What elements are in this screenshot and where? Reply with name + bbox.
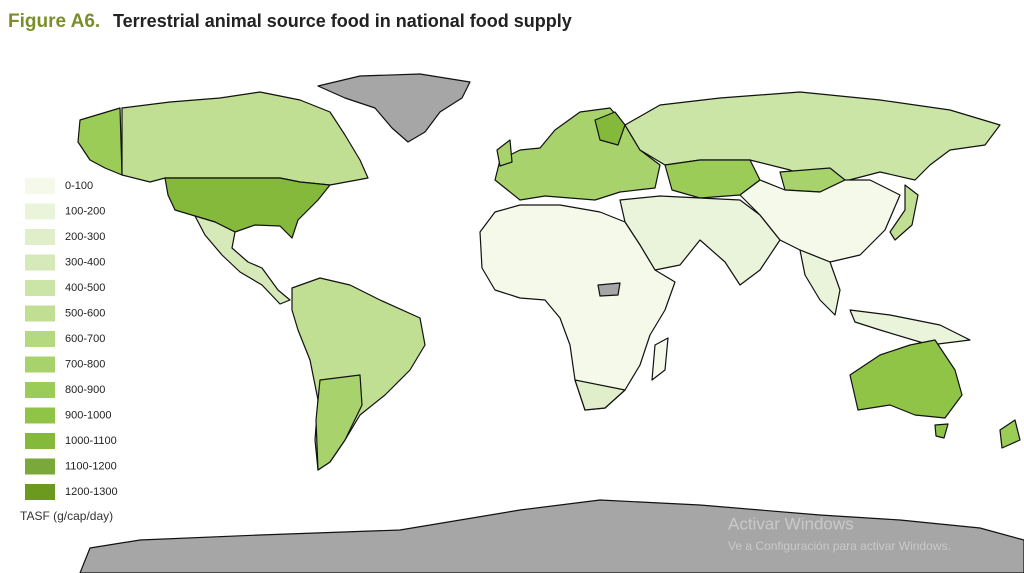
canada [121, 91, 369, 186]
japan [889, 184, 919, 241]
legend-title: TASF (g/cap/day) [20, 509, 113, 523]
antarctica [79, 499, 1024, 573]
legend-label: 400-500 [65, 282, 105, 294]
legend-swatch [25, 331, 55, 347]
legend-swatch [25, 433, 55, 449]
argentina [315, 374, 363, 471]
usa [164, 177, 331, 239]
legend-label: 700-800 [65, 358, 105, 370]
finland [594, 111, 626, 146]
alaska [77, 107, 123, 176]
africa [479, 204, 676, 411]
legend-swatch [25, 203, 55, 220]
central-america [194, 215, 291, 305]
legend-swatch [25, 407, 55, 424]
legend-label: 800-900 [65, 384, 105, 396]
watermark-title: Activar Windows [728, 514, 854, 533]
south-africa [574, 379, 626, 411]
legend-swatch [25, 280, 55, 296]
madagascar [651, 337, 669, 381]
legend-swatch [25, 229, 55, 245]
australia [849, 339, 963, 419]
southeast-asia [799, 249, 971, 346]
legend-label: 100-200 [65, 205, 105, 217]
figure-label: Figure A6. [8, 11, 100, 32]
legend-label: 1000-1100 [65, 435, 117, 447]
legend-swatch [25, 356, 55, 373]
legend-label: 1100-1200 [65, 460, 117, 472]
figure-title: Terrestrial animal source food in nation… [113, 11, 572, 31]
legend-label: 500-600 [65, 307, 105, 319]
legend-swatch [25, 458, 55, 475]
map [77, 73, 1024, 573]
greenland [317, 73, 471, 143]
uk [496, 139, 513, 167]
south-sudan [597, 282, 621, 297]
legend-label: 1200-1300 [65, 486, 118, 498]
legend-label: 200-300 [65, 231, 105, 243]
legend-swatch [25, 254, 55, 271]
legend-swatch [25, 484, 55, 500]
legend-label: 300-400 [65, 256, 105, 268]
legend-label: 600-700 [65, 333, 105, 345]
legend-swatch [25, 178, 55, 194]
watermark-text: Ve a Configuración para activar Windows. [728, 539, 951, 553]
legend-swatch [25, 305, 55, 322]
legend: 0-100 100-200 200-300 300-400 400-500 500-600… [25, 178, 118, 500]
legend-label: 0-100 [65, 180, 93, 192]
new-zealand [999, 419, 1021, 449]
china [739, 179, 901, 263]
legend-label: 900-1000 [65, 409, 112, 421]
legend-swatch [25, 382, 55, 398]
tasmania [934, 423, 949, 439]
